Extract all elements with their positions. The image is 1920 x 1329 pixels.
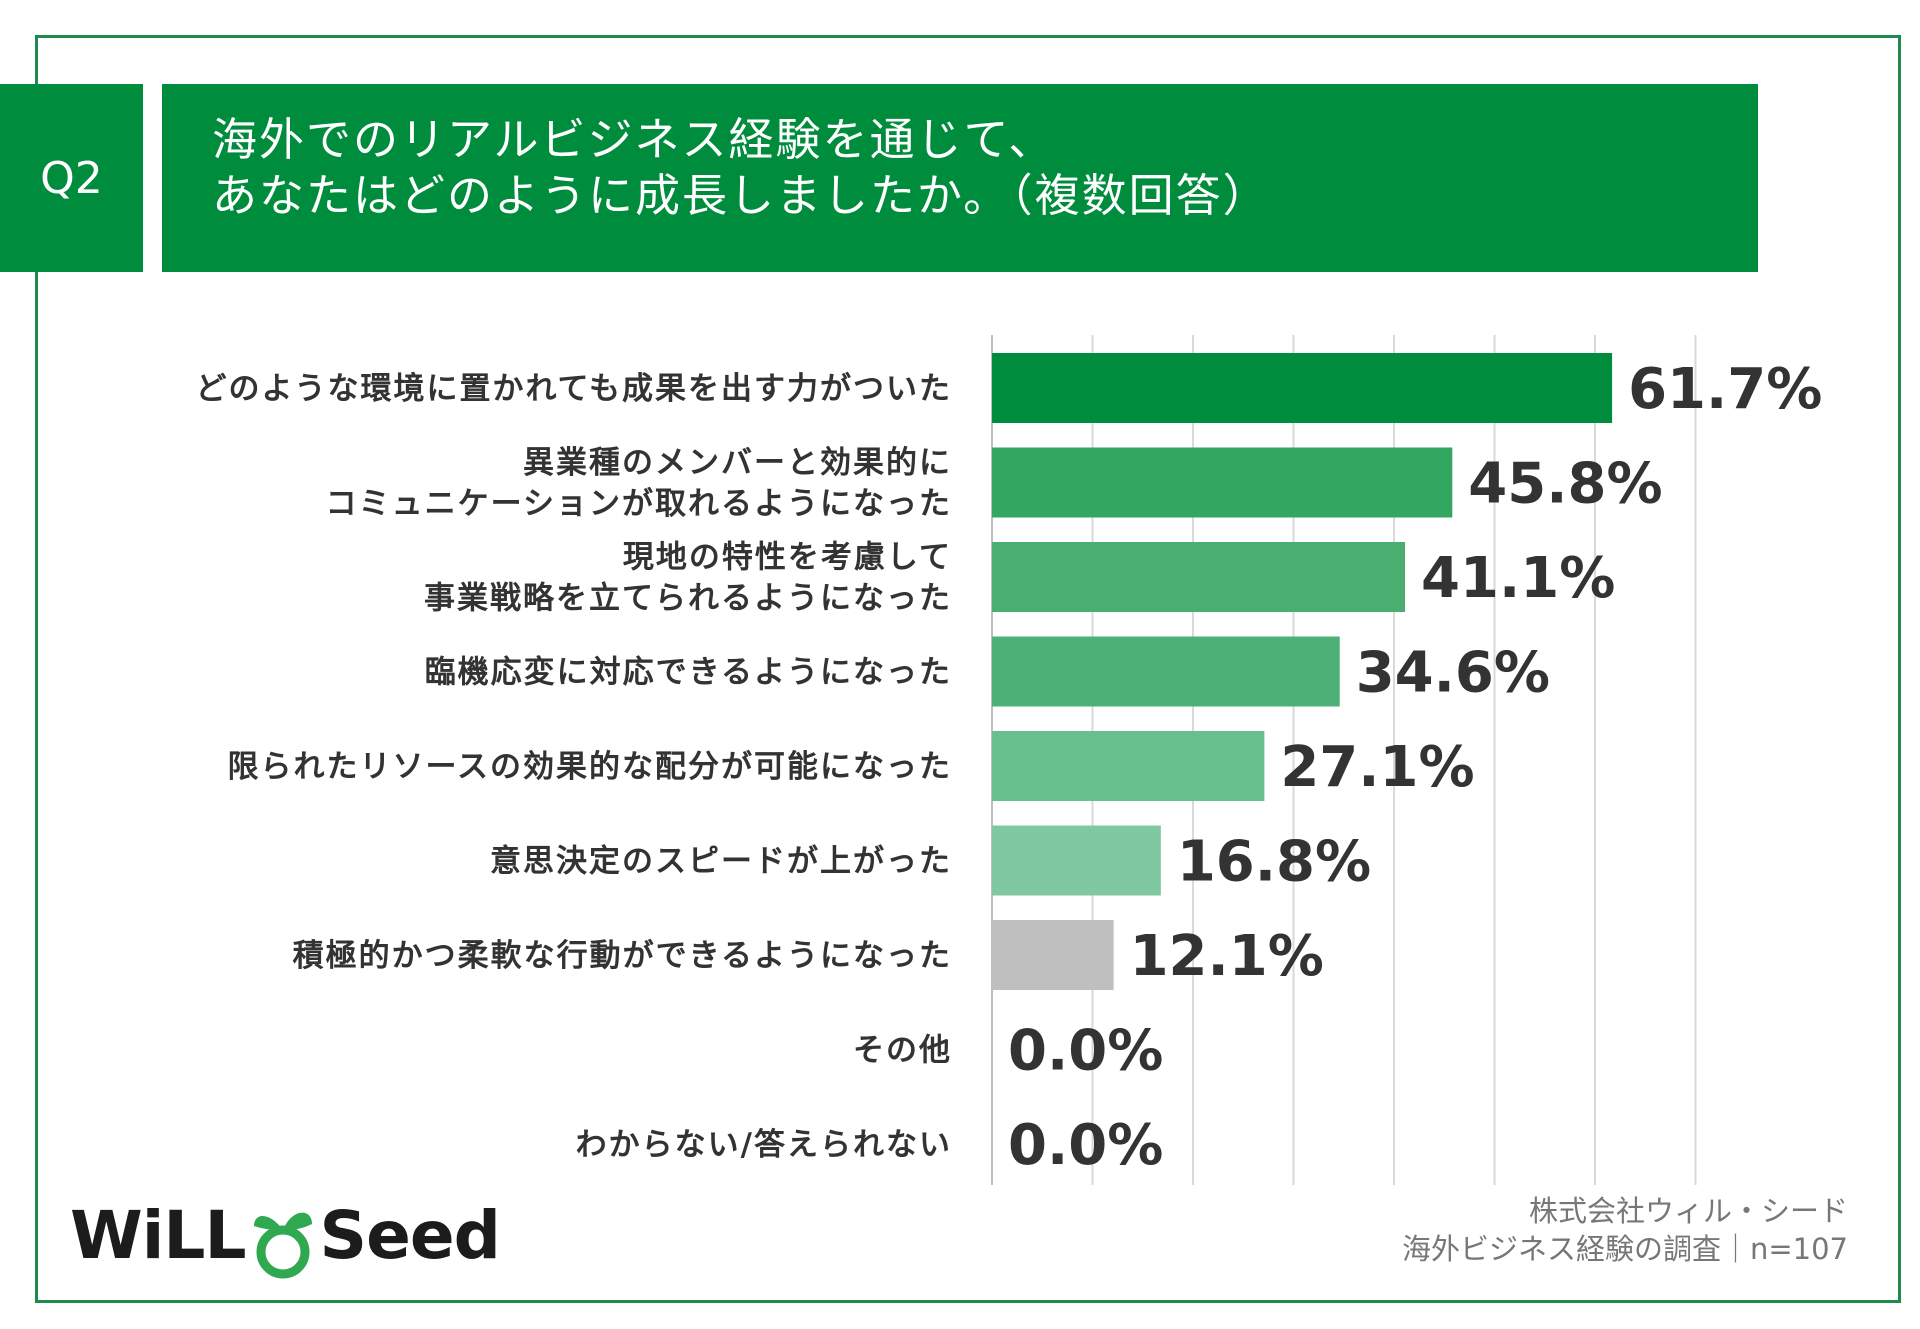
category-label: その他 — [853, 1033, 952, 1069]
question-title-box: 海外でのリアルビジネス経験を通じて、 あなたはどのように成長しましたか。（複数回… — [162, 84, 1758, 272]
category-label: 臨機応変に対応できるようになった — [425, 655, 952, 691]
value-label: 34.6% — [1356, 641, 1550, 706]
willseed-logo: WiLL Seed — [70, 1190, 501, 1280]
category-label: 意思決定のスピードが上がった — [490, 844, 952, 880]
question-title-line-1: 海外でのリアルビジネス経験を通じて、 — [212, 113, 1056, 166]
outer-frame — [35, 35, 1901, 1303]
bar — [992, 542, 1406, 612]
value-label: 0.0% — [1008, 1113, 1163, 1178]
source-company: 株式会社ウィル・シード — [1528, 1194, 1848, 1228]
value-label: 45.8% — [1468, 452, 1662, 517]
sprout-icon — [253, 1212, 312, 1279]
value-label: 27.1% — [1280, 735, 1474, 800]
category-label: 現地の特性を考慮して — [623, 540, 952, 576]
category-label: 限られたリソースの効果的な配分が可能になった — [228, 749, 952, 785]
question-number-badge: Q2 — [0, 84, 143, 272]
category-label: わからない/答えられない — [576, 1127, 952, 1163]
source-survey: 海外ビジネス経験の調査｜n=107 — [1401, 1232, 1848, 1266]
question-number: Q2 — [40, 152, 103, 204]
bar — [992, 447, 1453, 518]
source-note: 株式会社ウィル・シード 海外ビジネス経験の調査｜n=107 — [1402, 1192, 1848, 1268]
category-label: 積極的かつ柔軟な行動ができるようになった — [293, 938, 952, 974]
category-label: どのような環境に置かれても成果を出す力がついた — [195, 371, 952, 407]
question-title-line-2: あなたはどのように成長しましたか。（複数回答） — [212, 169, 1270, 222]
bar — [992, 920, 1114, 990]
bar — [992, 353, 1613, 423]
value-label: 0.0% — [1008, 1019, 1163, 1084]
value-label: 41.1% — [1421, 546, 1615, 611]
value-label: 16.8% — [1177, 830, 1371, 895]
value-label: 12.1% — [1130, 924, 1324, 989]
bar — [992, 731, 1265, 801]
value-label: 61.7% — [1628, 357, 1822, 422]
category-label: 異業種のメンバーと効果的に — [523, 445, 952, 481]
category-label: 事業戦略を立てられるようになった — [424, 581, 952, 617]
bar — [992, 825, 1161, 896]
logo-text-seed: Seed — [319, 1196, 501, 1274]
bar — [992, 636, 1340, 707]
logo-text-will: WiLL — [70, 1196, 247, 1274]
category-label: コミュニケーションが取れるようになった — [326, 486, 952, 522]
